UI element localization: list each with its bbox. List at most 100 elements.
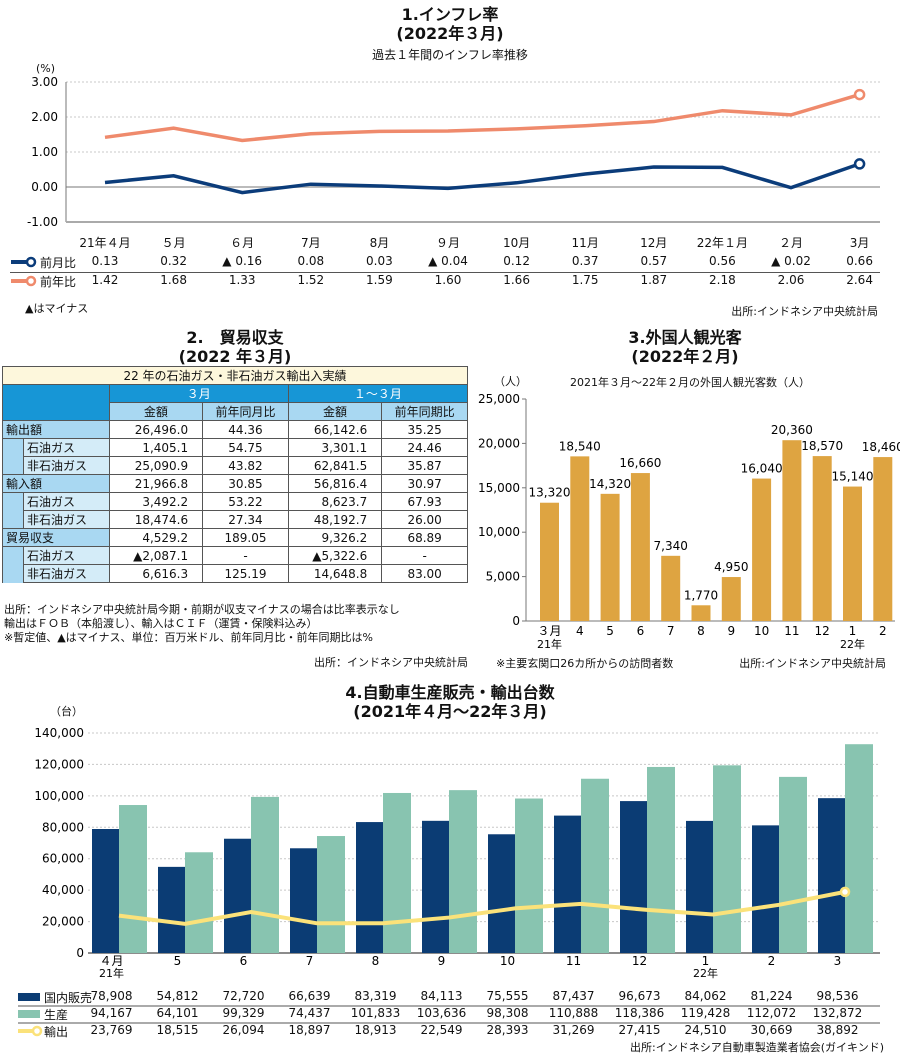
x-tick-label: 7月	[300, 236, 321, 250]
inflation-chart: 3.00 2.00 1.00 0.00 -1.00	[27, 75, 880, 229]
data-label: 1.75	[571, 273, 599, 287]
bar	[661, 555, 681, 621]
trade-row-sublabel: 非石油ガス	[23, 456, 110, 475]
data-label: 84,113	[420, 989, 463, 1003]
section4-title-line1: 4.自動車生産販売・輸出台数	[345, 683, 555, 702]
y-tick-label: 3.00	[31, 75, 58, 89]
data-label: 2.18	[709, 273, 736, 287]
data-label: 54,812	[156, 989, 199, 1003]
x-tick-label: 4	[576, 624, 584, 638]
trade-row-sublabel: 石油ガス	[23, 546, 110, 565]
trade-table-row: 石油ガス 3,492.2 53.22 8,623.7 67.93	[2, 492, 468, 511]
inflation-note: ▲はマイナス	[25, 302, 89, 315]
data-label: 0.37	[571, 254, 599, 268]
data-label: 1.59	[366, 273, 393, 287]
trade-cell: 25,090.9	[108, 456, 204, 475]
trade-cell: 43.82	[202, 456, 289, 475]
x-tick-label: ３月	[537, 624, 561, 638]
bar-value-label: 16,660	[619, 456, 661, 470]
data-label: 1.87	[640, 273, 668, 287]
y-tick-label: 10,000	[478, 525, 520, 539]
trade-cell: 48,192.7	[287, 510, 383, 529]
bar-value-label: 15,140	[832, 470, 874, 484]
x-tick-label: 8	[372, 954, 380, 968]
trade-col-header: 金額	[287, 402, 383, 421]
trade-cell: 21,966.8	[108, 474, 204, 493]
data-point-marker	[853, 158, 866, 170]
data-label: 72,720	[222, 989, 265, 1003]
data-label: 18,897	[288, 1023, 331, 1037]
bar-domestic	[92, 829, 119, 953]
data-label: 94,167	[90, 1006, 133, 1020]
data-label: 78,908	[90, 989, 133, 1003]
trade-table: 22 年の石油ガス・非石油ガス輸出入実績 ３月 １～３月 金額 前年同月比 金額…	[2, 366, 469, 583]
data-label: 103,636	[416, 1006, 467, 1020]
data-label: 64,101	[156, 1006, 199, 1020]
x-tick-label: 7	[306, 954, 314, 968]
bar-domestic	[488, 834, 515, 953]
trade-cell: 14,648.8	[287, 564, 383, 583]
bar-production	[119, 805, 147, 953]
legend-export-label: 輸出	[44, 1025, 69, 1039]
bar-value-label: 13,320	[529, 486, 571, 500]
data-label: 1.60	[434, 273, 462, 287]
trade-group-header-march: ３月	[108, 384, 289, 403]
tourist-y-unit: （人）	[494, 375, 527, 388]
legend-production-label: 生産	[44, 1008, 69, 1022]
trade-row-sublabel: 非石油ガス	[23, 510, 110, 529]
trade-cell: 30.97	[381, 474, 468, 493]
data-label: 1.68	[160, 273, 187, 287]
data-label: ▲ 0.04	[428, 254, 468, 268]
data-label: 31,269	[552, 1023, 595, 1037]
data-label: 27,415	[618, 1023, 661, 1037]
trade-table-caption: 22 年の石油ガス・非石油ガス輸出入実績	[2, 366, 468, 385]
trade-cell: -	[202, 546, 289, 565]
x-tick-label: 3	[834, 954, 842, 968]
bar-domestic	[554, 815, 581, 953]
y-tick-label: 100,000	[34, 789, 84, 803]
section2-title-line1: 2. 貿易収支	[186, 328, 284, 347]
trade-cell: 44.36	[202, 420, 289, 439]
x-tick-label: 12	[815, 624, 830, 638]
bar-domestic	[620, 801, 647, 953]
data-label: 2.06	[777, 273, 805, 287]
trade-table-row: 非石油ガス 18,474.6 27.34 48,192.7 26.00	[2, 510, 468, 529]
legend-domestic-label: 国内販売	[44, 991, 93, 1005]
x-tick-label: ６月	[230, 236, 255, 250]
trade-cell: 3,492.2	[108, 492, 204, 511]
trade-cell: -	[381, 546, 468, 565]
auto-y-unit: （台）	[50, 705, 83, 718]
x-tick-label: 5	[174, 954, 182, 968]
x-tick-label: 22年１月	[696, 236, 749, 250]
bar-production	[713, 765, 741, 953]
y-tick-label: 15,000	[478, 481, 520, 495]
x-tick-label: ２月	[778, 236, 803, 250]
bar-production	[647, 766, 675, 953]
bar-production	[317, 836, 345, 953]
data-label: 112,072	[746, 1006, 797, 1020]
data-label: 110,888	[548, 1006, 599, 1020]
data-label: 24,510	[684, 1023, 727, 1037]
trade-cell: 189.05	[202, 528, 289, 547]
y-tick-label: 1.00	[31, 145, 58, 159]
trade-table-row: 非石油ガス 25,090.9 43.82 62,841.5 35.87	[2, 456, 468, 475]
bar-domestic	[818, 798, 845, 953]
trade-cell: 62,841.5	[287, 456, 383, 475]
trade-cell: 26,496.0	[108, 420, 204, 439]
bar	[782, 440, 802, 621]
x-tick-label: 11月	[571, 236, 599, 250]
trade-cell: 67.93	[381, 492, 468, 511]
year-label: 21年	[537, 637, 562, 651]
y-tick-label: 60,000	[42, 852, 84, 866]
trade-row-indent	[2, 492, 24, 511]
data-label: 119,428	[680, 1006, 731, 1020]
data-label: 28,393	[486, 1023, 529, 1037]
trade-col-header: 前年同月比	[202, 402, 289, 421]
x-tick-label: 1	[702, 954, 710, 968]
inflation-row-yoy: 前年比 1.42 1.68 1.33 1.52 1.59 1.60 1.66 1.75 1.87…	[0, 271, 880, 291]
x-tick-label: 11	[784, 624, 799, 638]
data-label: ▲ 0.16	[222, 254, 263, 268]
bar-domestic	[422, 820, 449, 953]
x-tick-label: ４月	[99, 954, 123, 968]
trade-row-label: 輸入額	[2, 474, 110, 493]
